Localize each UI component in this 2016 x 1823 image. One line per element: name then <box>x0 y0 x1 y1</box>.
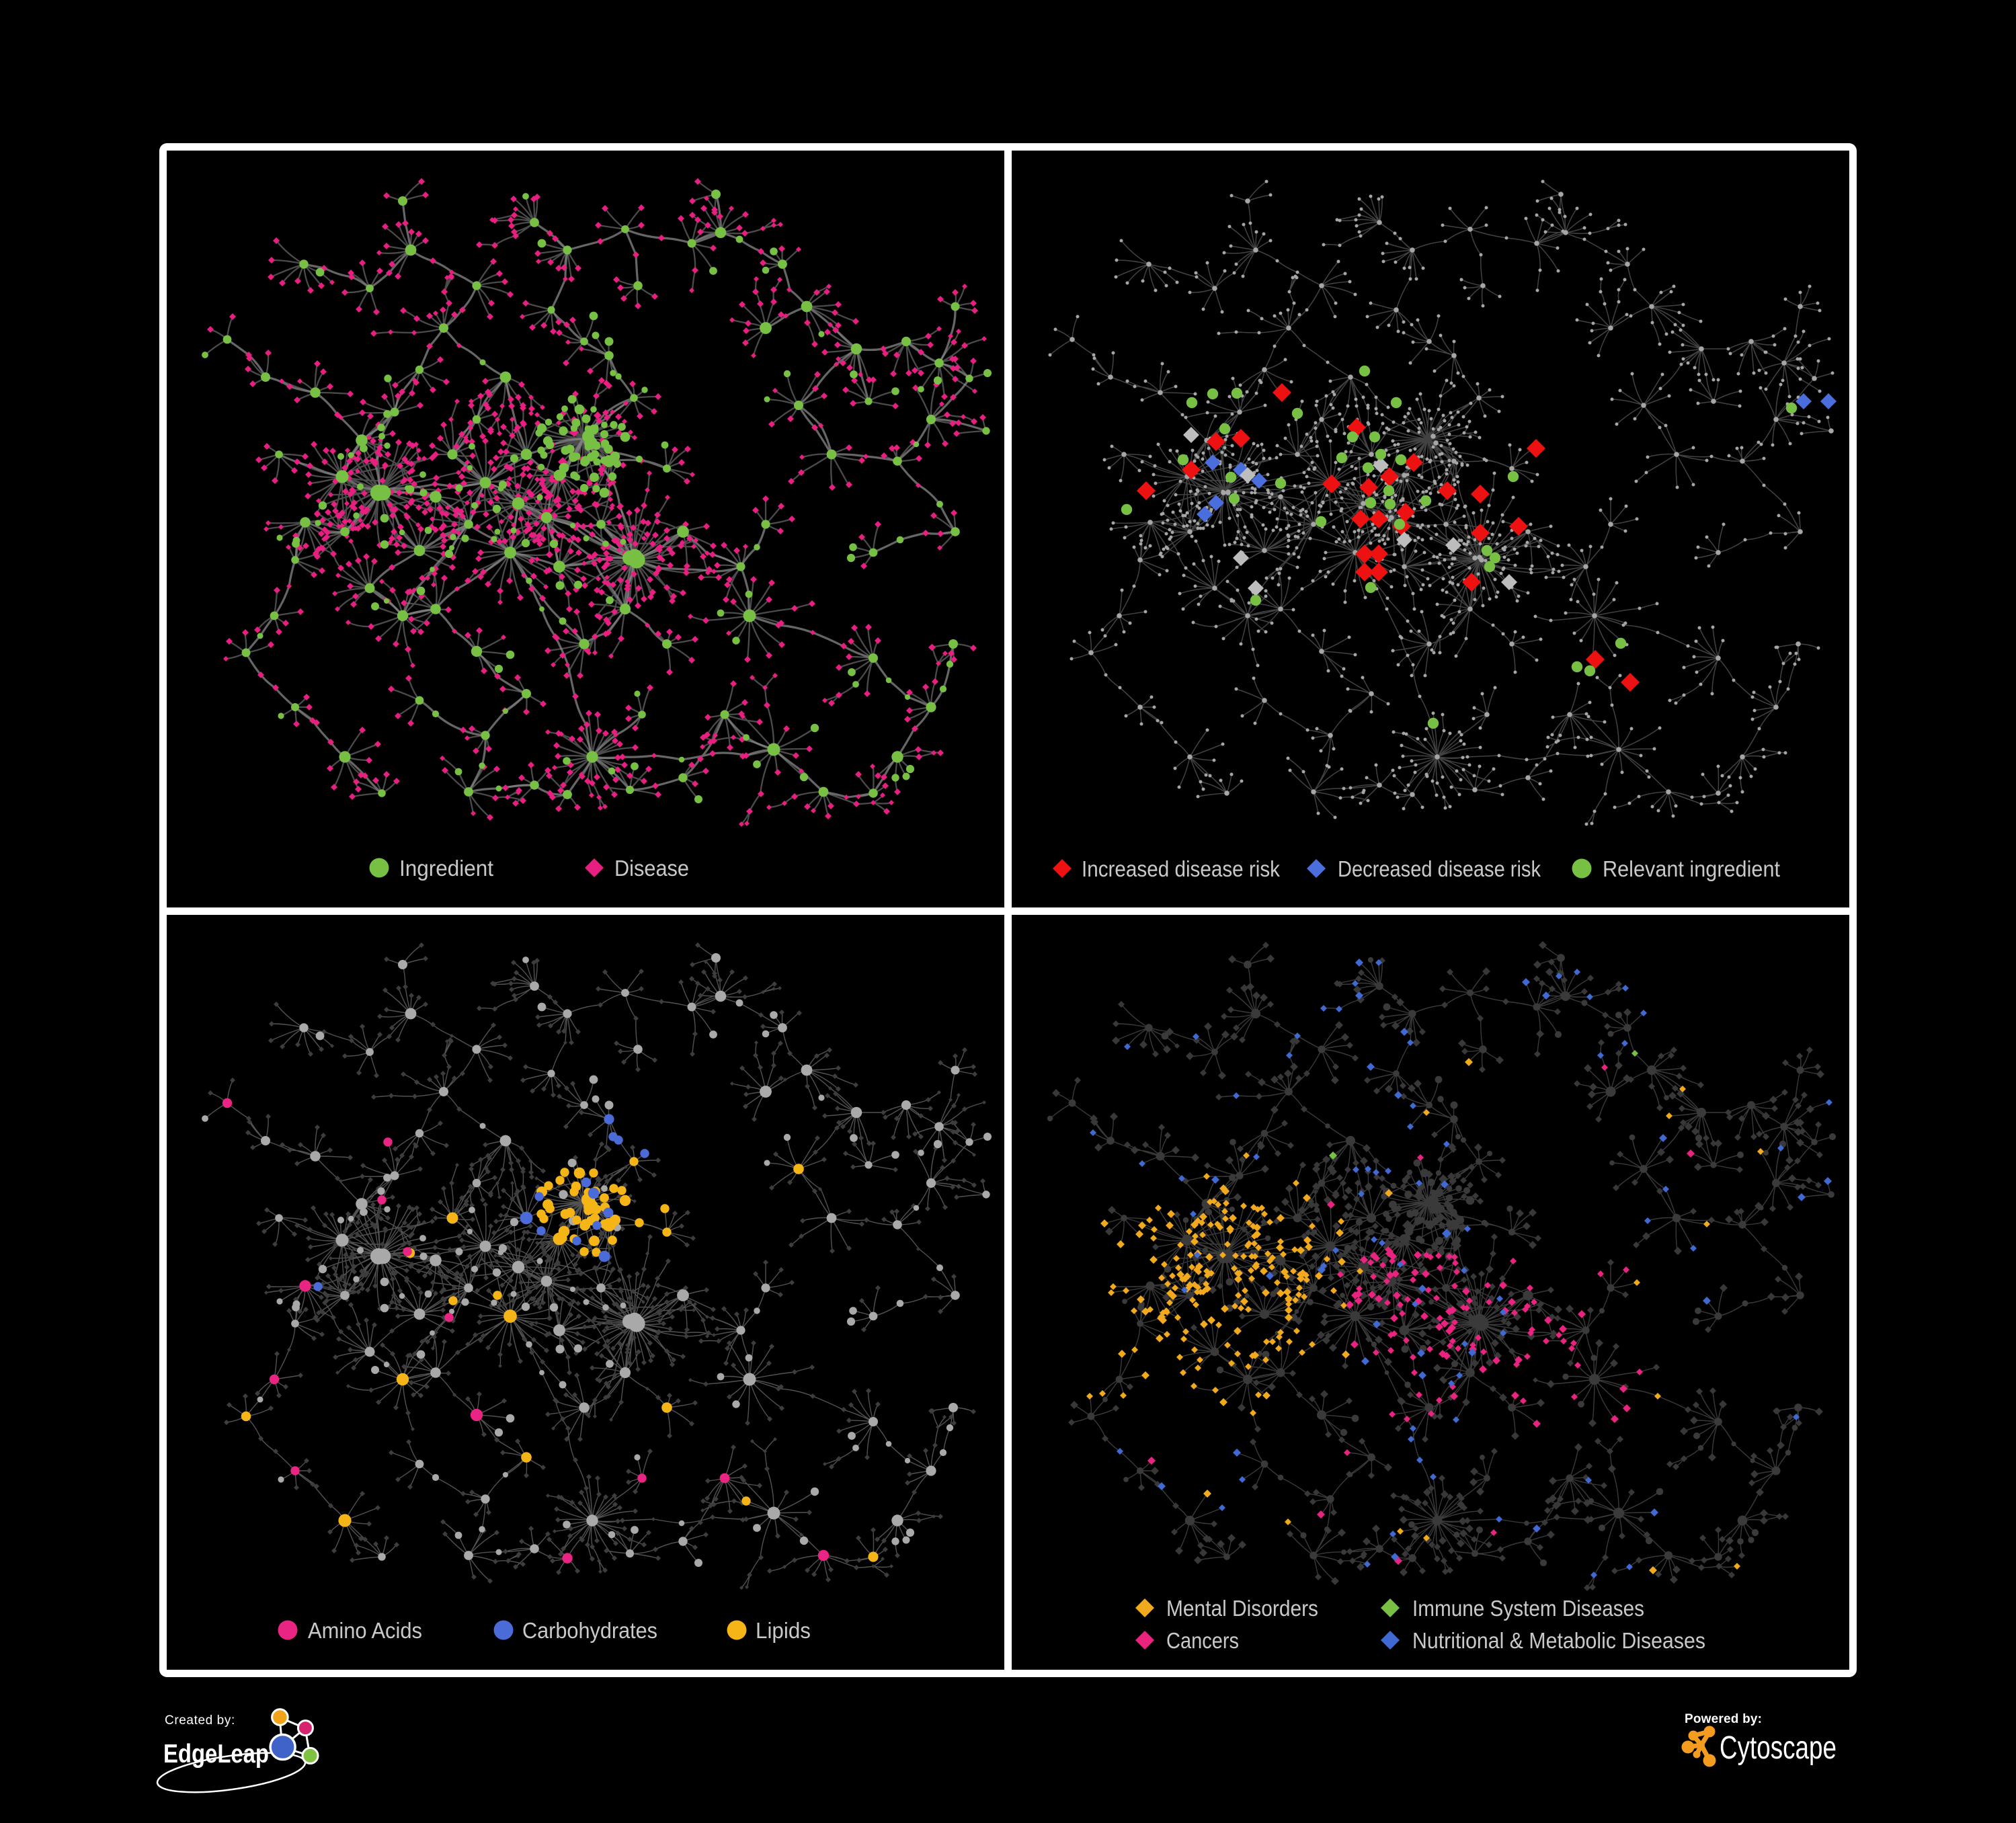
svg-text:Relevant ingredient: Relevant ingredient <box>1603 856 1780 881</box>
svg-text:Ingredient: Ingredient <box>399 856 493 881</box>
svg-text:Carbohydrates: Carbohydrates <box>522 1618 657 1643</box>
svg-text:Increased disease risk: Increased disease risk <box>1082 856 1280 881</box>
svg-text:Mental Disorders: Mental Disorders <box>1166 1596 1318 1621</box>
svg-text:Cancers: Cancers <box>1166 1628 1239 1653</box>
svg-text:Lipids: Lipids <box>756 1618 811 1643</box>
svg-text:Nutritional & Metabolic Diseas: Nutritional & Metabolic Diseases <box>1412 1628 1705 1653</box>
svg-text:Immune System Diseases: Immune System Diseases <box>1412 1596 1644 1621</box>
svg-text:Cytoscape: Cytoscape <box>1720 1730 1837 1766</box>
svg-text:Decreased disease risk: Decreased disease risk <box>1338 856 1541 881</box>
svg-text:Disease: Disease <box>614 856 689 881</box>
svg-text:Powered by:: Powered by: <box>1685 1712 1762 1726</box>
svg-text:Amino Acids: Amino Acids <box>308 1618 422 1643</box>
svg-text:Created by:: Created by: <box>165 1713 235 1728</box>
